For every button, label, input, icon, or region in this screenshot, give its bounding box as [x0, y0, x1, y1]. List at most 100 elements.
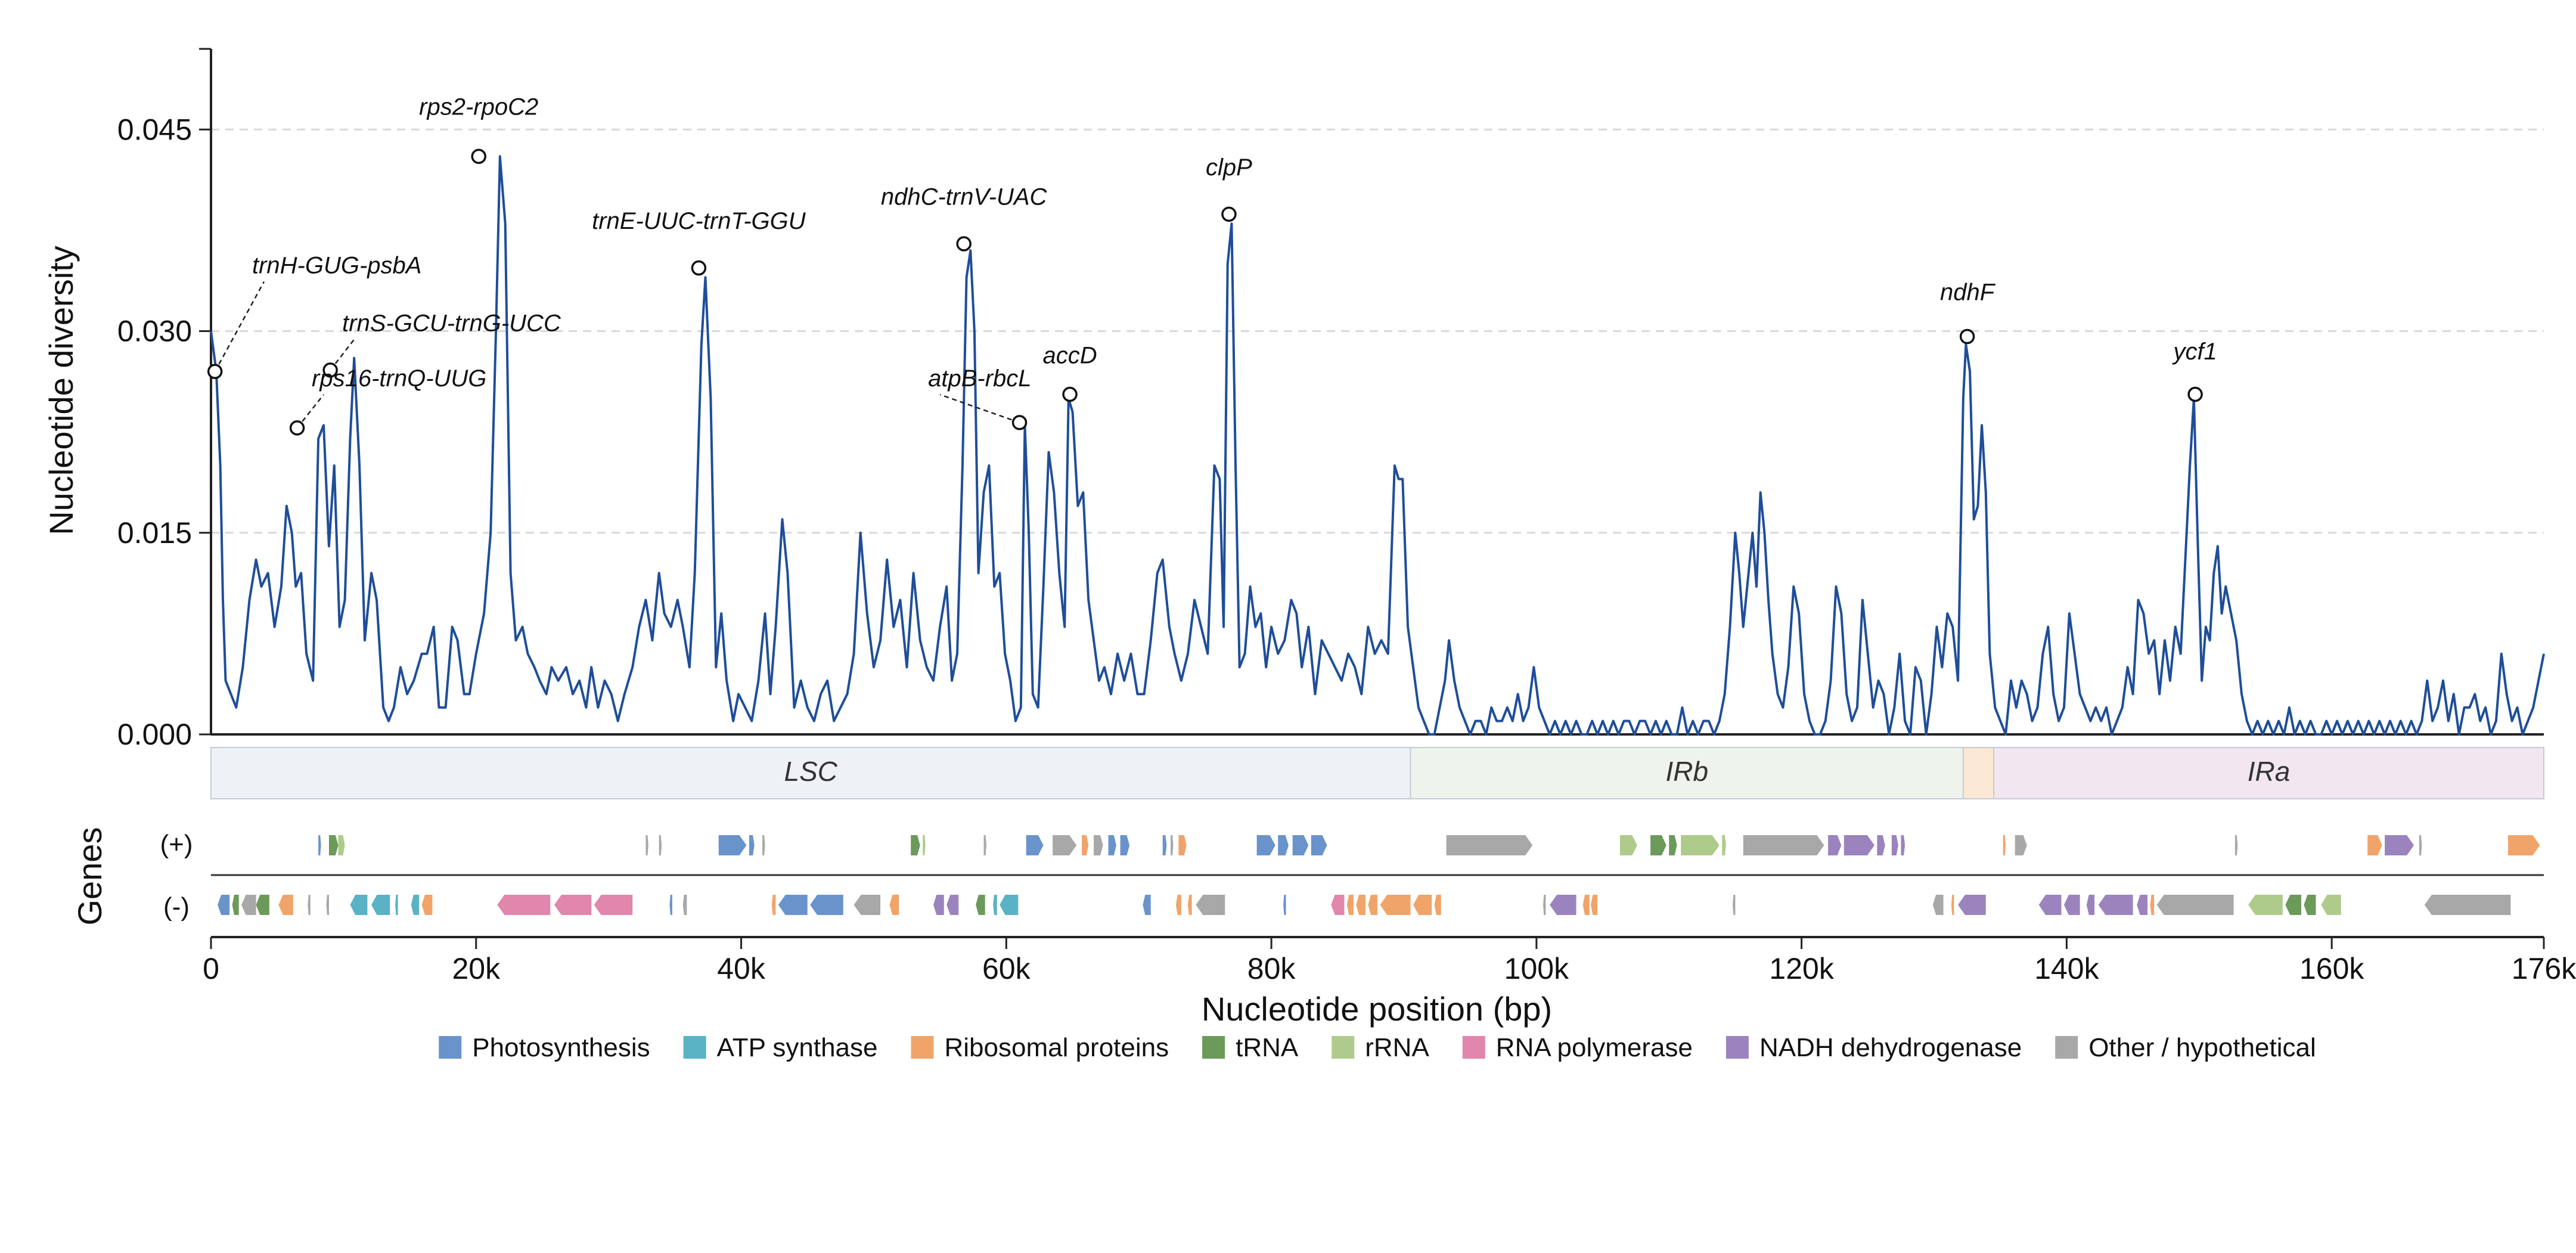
gene-rrna-plus-2 — [338, 835, 345, 855]
gene-rnap-minus-55 — [497, 895, 551, 915]
gene-ribo-plus-42 — [2507, 835, 2540, 855]
x-tick-label-1: 20k — [452, 952, 501, 985]
y-axis-label: Nucleotide diversity — [42, 246, 80, 535]
peak-marker-1 — [471, 148, 486, 165]
gene-photo-plus-0 — [318, 835, 321, 855]
region-lsc — [210, 747, 1411, 799]
gene-other-plus-7 — [762, 835, 765, 855]
region-ira — [1993, 747, 2545, 799]
peak-leader-6 — [939, 393, 1020, 424]
grid-lines — [211, 128, 2544, 534]
x-tick-label-3: 60k — [982, 952, 1031, 985]
legend-swatch-other — [2055, 1036, 2078, 1059]
gene-ribo-minus-81 — [1434, 895, 1441, 915]
series-layer — [210, 155, 2545, 736]
region-label-irb: IRb — [1665, 756, 1708, 787]
gene-other-minus-101 — [2424, 895, 2511, 915]
legend-item-rnap: RNA polymerase — [1462, 1033, 1693, 1062]
legend-label-rrna: rRNA — [1365, 1033, 1429, 1062]
gene-trna-minus-99 — [2304, 895, 2316, 915]
y-axis-ticks: 0.000 0.015 0.030 0.045 — [117, 113, 211, 751]
x-tick-label-4: 80k — [1247, 952, 1296, 985]
peak-marker-3 — [289, 420, 305, 436]
gene-other-minus-73 — [1196, 895, 1225, 915]
legend-swatch-rnap — [1462, 1036, 1485, 1059]
gene-photo-minus-43 — [218, 895, 230, 915]
peak-marker-2 — [322, 362, 338, 378]
gene-ndh-minus-90 — [2038, 895, 2062, 915]
legend-label-atp: ATP synthase — [717, 1033, 878, 1062]
peak-marker-6 — [1011, 415, 1028, 430]
gene-photo-minus-70 — [1143, 895, 1151, 915]
x-axis-label: Nucleotide position (bp) — [1202, 990, 1552, 1028]
peak-label-8: clpP — [1206, 154, 1252, 181]
peak-marker-4 — [691, 260, 707, 276]
gene-rrna-plus-28 — [1681, 835, 1720, 855]
gene-other-minus-59 — [682, 895, 687, 915]
gene-other-minus-63 — [854, 895, 881, 915]
x-tick-label-2: 40k — [717, 952, 766, 985]
gene-ndh-minus-89 — [1958, 895, 1986, 915]
genes-axis-label: Genes — [71, 827, 108, 926]
gene-ribo-plus-19 — [1178, 835, 1187, 855]
peak-label-10: ycf1 — [2171, 339, 2217, 365]
gene-photo-plus-15 — [1108, 835, 1116, 855]
gene-trna-minus-44 — [232, 895, 239, 915]
gene-ndh-plus-35 — [1901, 835, 1905, 855]
gene-ribo-minus-71 — [1175, 895, 1181, 915]
gene-photo-minus-58 — [669, 895, 672, 915]
gene-ndh-minus-94 — [2137, 895, 2148, 915]
axes — [199, 48, 2544, 736]
gene-ndh-plus-32 — [1843, 835, 1874, 855]
legend-item-ndh: NADH dehydrogenase — [1725, 1033, 2022, 1062]
gene-other-plus-18 — [1171, 835, 1174, 855]
legend-swatch-ribo — [911, 1036, 934, 1059]
x-axis-ticks: 0 20k 40k 60k 80k 100k 120k 140k 160k 176k — [203, 936, 2576, 985]
gene-trna-plus-27 — [1669, 835, 1677, 855]
y-tick-label-3: 0.045 — [117, 113, 192, 146]
minus-strand-label: (-) — [163, 892, 190, 922]
gene-trna-minus-98 — [2285, 895, 2302, 915]
gene-photo-plus-21 — [1278, 835, 1289, 855]
legend-swatch-rrna — [1332, 1036, 1355, 1059]
gene-other-plus-37 — [2015, 835, 2027, 855]
gene-ribo-plus-39 — [2367, 835, 2382, 855]
peak-leader-2 — [330, 339, 355, 371]
legend-item-photo: Photosynthesis — [439, 1033, 650, 1062]
gene-trna-plus-1 — [328, 835, 339, 855]
gene-trna-plus-8 — [911, 835, 920, 855]
y-tick-label-1: 0.015 — [117, 516, 192, 550]
gene-photo-minus-74 — [1283, 895, 1286, 915]
gene-rnap-minus-57 — [594, 895, 633, 915]
legend-item-ribo: Ribosomal proteins — [911, 1033, 1169, 1062]
gene-ribo-minus-80 — [1413, 895, 1432, 915]
gene-atp-minus-52 — [395, 895, 398, 915]
gene-ndh-minus-91 — [2063, 895, 2080, 915]
legend-item-other: Other / hypothetical — [2055, 1033, 2316, 1062]
gene-rrna-plus-9 — [923, 835, 926, 855]
legend-item-atp: ATP synthase — [683, 1033, 878, 1062]
gene-atp-minus-51 — [371, 895, 390, 915]
peak-label-5: ndhC-trnV-UAC — [881, 184, 1048, 210]
gene-ribo-minus-76 — [1346, 895, 1354, 915]
legend-item-rrna: rRNA — [1332, 1033, 1429, 1062]
x-tick-label-6: 120k — [1769, 952, 1834, 985]
peak-marker-7 — [1062, 386, 1078, 402]
legend-item-trna: tRNA — [1202, 1033, 1299, 1062]
x-tick-label-8: 160k — [2299, 952, 2364, 985]
gene-ndh-minus-83 — [1550, 895, 1576, 915]
gene-tracks — [211, 835, 2544, 915]
gene-other-plus-12 — [1053, 835, 1077, 855]
gene-other-minus-48 — [308, 895, 311, 915]
gene-ndh-plus-31 — [1828, 835, 1842, 855]
gene-photo-plus-5 — [718, 835, 747, 855]
gene-ribo-minus-95 — [2150, 895, 2155, 915]
gene-photo-minus-61 — [778, 895, 808, 915]
gene-other-minus-86 — [1732, 895, 1736, 915]
gene-trna-minus-46 — [256, 895, 269, 915]
legend-swatch-ndh — [1725, 1036, 1749, 1059]
gene-other-plus-38 — [2234, 835, 2238, 855]
gene-other-plus-41 — [2419, 835, 2422, 855]
gene-other-minus-49 — [326, 895, 329, 915]
